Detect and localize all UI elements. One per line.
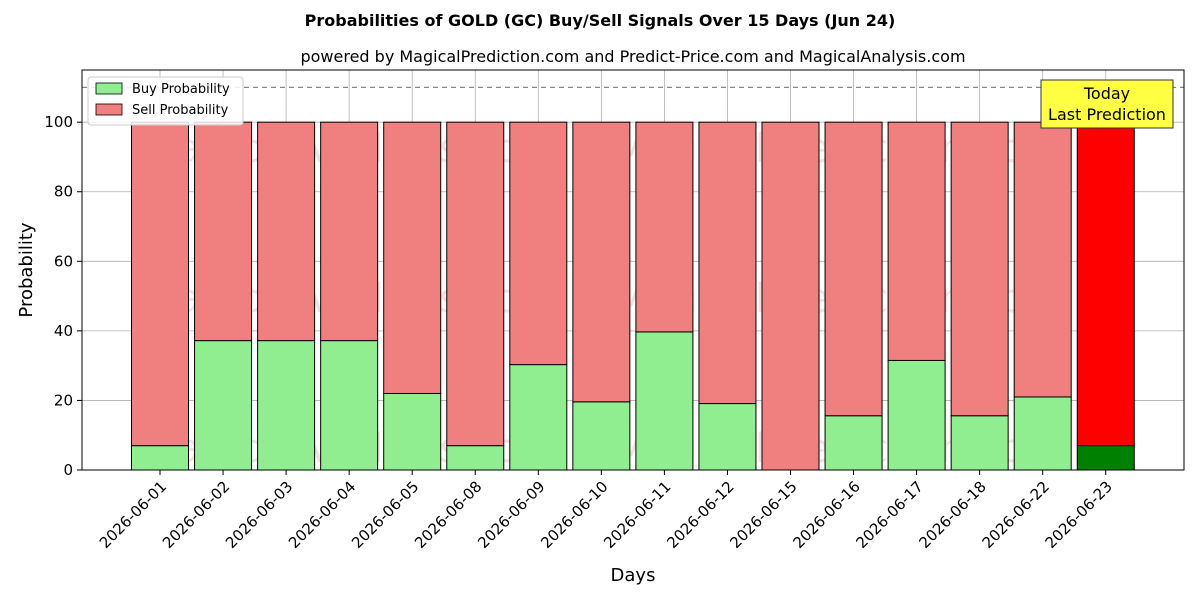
bar-buy xyxy=(1013,396,1072,471)
legend-swatch-buy xyxy=(95,82,123,95)
legend: Buy Probability Sell Probability xyxy=(87,76,244,126)
bar-buy xyxy=(446,445,505,471)
bar-sell xyxy=(257,121,316,342)
bar-layer xyxy=(131,121,1135,471)
bar-buy xyxy=(698,403,757,471)
legend-box xyxy=(87,76,244,126)
chart-subtitle: powered by MagicalPrediction.com and Pre… xyxy=(300,47,965,66)
bar-sell xyxy=(950,121,1009,417)
x-tick-label: 2026-06-05 xyxy=(348,478,422,552)
annotation-line-1: Today xyxy=(1083,84,1130,103)
bar-sell xyxy=(509,121,568,366)
y-tick-label: 40 xyxy=(54,322,73,340)
bar-sell xyxy=(887,121,946,361)
x-axis-label: Days xyxy=(611,565,656,586)
legend-swatch-sell xyxy=(95,103,123,116)
bar-sell xyxy=(1076,121,1135,447)
bar-sell xyxy=(1013,121,1072,398)
bar-sell xyxy=(698,121,757,405)
bar-sell xyxy=(383,121,442,394)
x-tick-label: 2026-06-12 xyxy=(663,478,737,552)
bar-sell xyxy=(320,121,379,342)
bar-buy xyxy=(1076,445,1135,471)
plot-frame xyxy=(81,69,1185,471)
bar-buy xyxy=(824,415,883,471)
y-tick-label: 60 xyxy=(54,252,73,270)
x-tick-label: 2026-06-01 xyxy=(96,478,170,552)
bar-sell xyxy=(635,121,694,333)
y-axis-ticks: 0 20 40 60 80 100 xyxy=(44,113,82,479)
bar-sell xyxy=(572,121,631,403)
y-tick-label: 0 xyxy=(63,461,73,479)
bar-sell xyxy=(446,121,505,447)
y-tick-label: 80 xyxy=(54,183,73,201)
bar-buy xyxy=(194,340,253,471)
bar-buy xyxy=(257,340,316,471)
x-tick-label: 2026-06-08 xyxy=(411,478,485,552)
y-axis-label: Probability xyxy=(16,222,37,317)
bar-buy xyxy=(887,359,946,471)
bar-buy xyxy=(950,415,1009,471)
y-tick-label: 100 xyxy=(44,113,73,131)
x-axis-ticks: 2026-06-012026-06-022026-06-032026-06-04… xyxy=(96,470,1116,552)
bar-sell xyxy=(131,121,189,447)
x-tick-label: 2026-06-22 xyxy=(979,478,1053,552)
annotation-box xyxy=(1040,79,1174,129)
bar-buy xyxy=(383,392,442,471)
bar-buy xyxy=(320,340,379,471)
bar-sell xyxy=(194,121,253,342)
legend-label-sell: Sell Probability xyxy=(132,103,229,118)
y-tick-label: 20 xyxy=(54,391,73,409)
bar-sell xyxy=(761,121,820,471)
bar-buy xyxy=(635,331,694,471)
today-annotation: Today Last Prediction xyxy=(1040,79,1174,129)
chart-title: Probabilities of GOLD (GC) Buy/Sell Sign… xyxy=(305,11,896,30)
bar-buy xyxy=(572,401,631,471)
x-tick-label: 2026-06-23 xyxy=(1042,478,1116,552)
legend-label-buy: Buy Probability xyxy=(132,82,230,97)
bar-sell xyxy=(824,121,883,417)
x-tick-label: 2026-06-15 xyxy=(726,478,800,552)
annotation-line-2: Last Prediction xyxy=(1048,105,1166,124)
bar-buy xyxy=(131,445,189,471)
bar-buy xyxy=(509,364,568,471)
